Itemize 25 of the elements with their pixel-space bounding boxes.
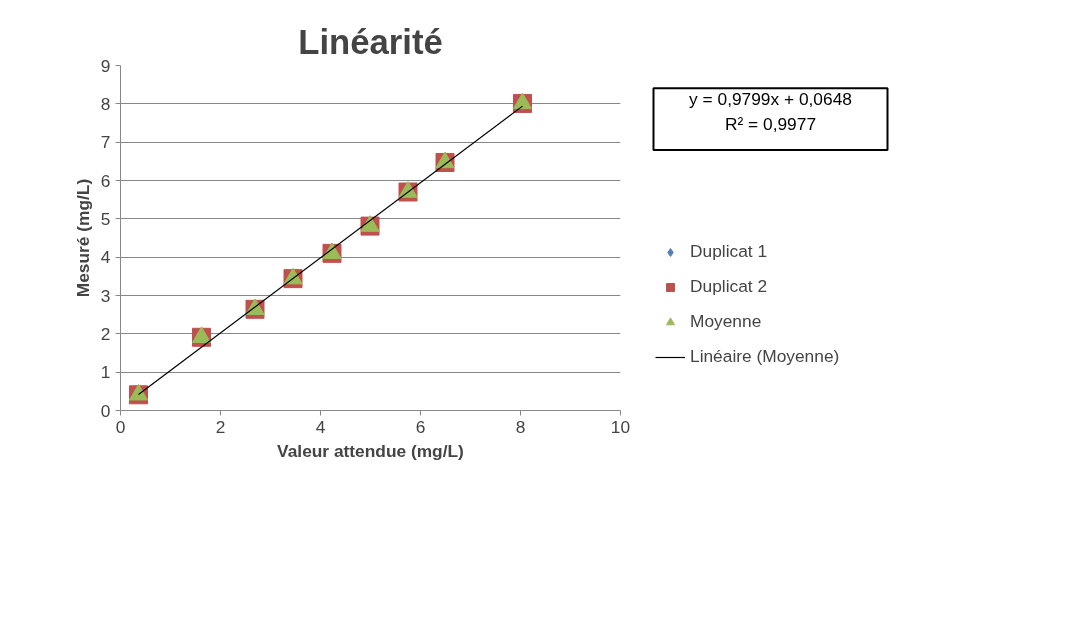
x-tick-label: 10: [610, 416, 631, 437]
y-tick-label: 3: [100, 285, 111, 306]
x-tick-label: 4: [315, 416, 326, 437]
x-tick-label: 0: [115, 416, 126, 437]
y-tick-label: 7: [100, 132, 111, 153]
y-axis-title: Mesuré (mg/L): [72, 178, 93, 298]
legend-label: Duplicat 2: [690, 276, 768, 297]
y-tick-label: 9: [100, 55, 111, 76]
y-tick-label: 8: [100, 93, 111, 114]
text: y = 0,9799x + 0,0648: [689, 89, 852, 110]
text: R² = 0,9977: [724, 114, 817, 134]
x-tick-label: 8: [515, 416, 526, 437]
y-tick-label: 5: [100, 208, 111, 229]
y-tick-label: 6: [100, 170, 111, 191]
y-tick-label: 4: [100, 247, 111, 268]
legend-label: Duplicat 1: [690, 241, 768, 262]
chart-title: Linéarité: [298, 22, 443, 61]
y-tick-label: 0: [100, 400, 111, 421]
legend-label: Moyenne: [690, 311, 762, 332]
y-tick-label: 1: [100, 362, 111, 383]
y-tick-label: 2: [100, 323, 111, 344]
x-tick-label: 6: [415, 416, 426, 437]
legend-label: Linéaire (Moyenne): [690, 346, 840, 367]
x-axis-title: Valeur attendue (mg/L): [277, 440, 464, 461]
x-tick-label: 2: [215, 416, 226, 437]
